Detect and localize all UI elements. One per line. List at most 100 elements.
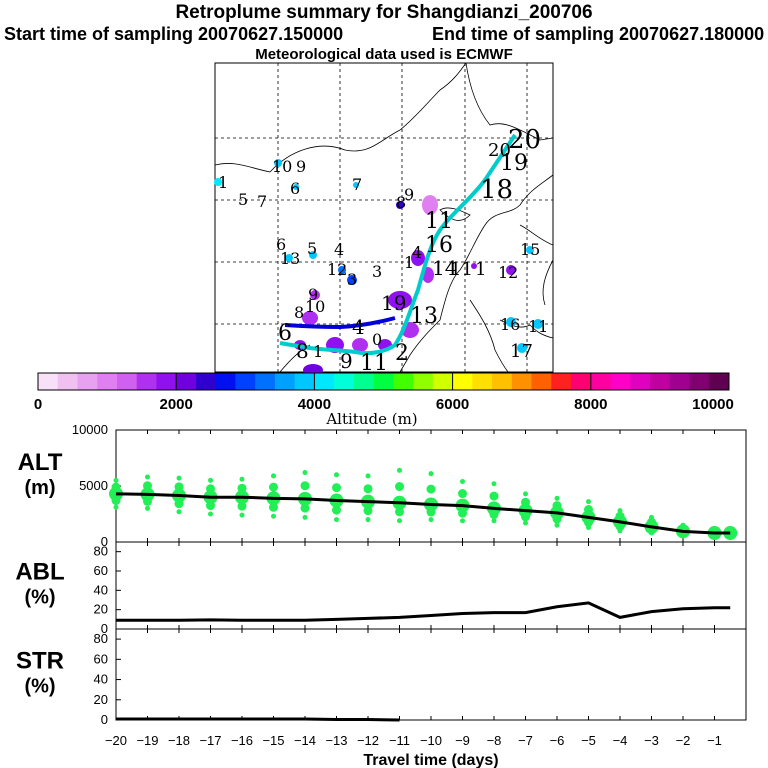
- plume-point: [113, 477, 119, 483]
- altitude-colorbar: 0 2000 4000 6000 8000 10000 Altitude (m): [34, 372, 734, 428]
- colorbar-swatch: [255, 373, 276, 390]
- map-day-label: 3: [372, 262, 382, 281]
- colorbar-swatch: [334, 373, 355, 390]
- map-day-label: 2: [395, 341, 409, 366]
- map-day-label: 12: [498, 263, 518, 282]
- colorbar-swatch: [492, 373, 513, 390]
- plume-point: [491, 518, 497, 524]
- colorbar-tick-label: 10000: [692, 396, 734, 413]
- plume-point: [615, 521, 625, 531]
- plume-point: [363, 484, 373, 494]
- plume-point: [145, 505, 150, 511]
- map-day-label: 9: [404, 185, 414, 204]
- x-tick-label: −8: [487, 733, 502, 748]
- x-tick-label: −6: [550, 733, 565, 748]
- y-tick-label: 0: [101, 712, 108, 727]
- plume-point: [300, 481, 310, 491]
- colorbar-swatch: [77, 373, 98, 390]
- map-day-label: 10: [305, 297, 325, 316]
- map-day-label: 6: [276, 235, 286, 254]
- plume-blob: [214, 178, 222, 186]
- map-day-label: 1: [404, 253, 414, 272]
- plume-point: [239, 512, 245, 518]
- x-tick-label: −13: [325, 733, 347, 748]
- map-day-label: 19: [500, 151, 528, 176]
- plume-point: [363, 506, 373, 516]
- x-tick-label: −2: [676, 733, 691, 748]
- map-day-label: 10: [272, 157, 292, 176]
- plume-point: [617, 508, 623, 514]
- colorbar-swatch: [432, 373, 454, 390]
- colorbar-tick-label: 2000: [160, 396, 193, 413]
- plume-point: [554, 522, 560, 528]
- colorbar-swatch: [353, 373, 375, 390]
- x-tick-label: −20: [105, 733, 127, 748]
- map-day-label: 8: [296, 339, 309, 363]
- plume-point: [206, 501, 215, 511]
- colorbar-swatch: [235, 373, 256, 390]
- plume-point: [523, 520, 528, 526]
- plume-blob: [302, 311, 318, 325]
- x-tick-label: −5: [581, 733, 596, 748]
- plume-point: [365, 473, 371, 479]
- y-tick-label: 10000: [72, 422, 108, 437]
- colorbar-swatch: [294, 373, 315, 390]
- plume-point: [460, 479, 465, 485]
- plume-blob: [347, 275, 357, 285]
- plume-point: [523, 491, 528, 497]
- colorbar-swatch: [274, 373, 296, 390]
- map-day-label: 11: [360, 351, 388, 376]
- map-day-label: 4: [334, 240, 344, 259]
- map-day-label: 3: [347, 270, 357, 289]
- map-panel: 1 5 7 10 9 6 7 8 9 6 13 5 4 12 3 3 18 20…: [214, 62, 554, 376]
- map-day-label: 9: [308, 285, 318, 304]
- plume-point: [237, 501, 247, 511]
- y-label-unit: (%): [24, 587, 55, 609]
- plume-point: [428, 517, 434, 523]
- plume-point: [143, 496, 152, 506]
- plume-point: [176, 475, 182, 481]
- x-axis: −20 −19 −18 −17 −16 −15 −14 −13 −12 −11 −10 −9 −8 −7 −…: [105, 733, 722, 768]
- colorbar-swatch: [393, 373, 414, 390]
- colorbar-swatch: [689, 373, 710, 390]
- map-day-label: 8: [294, 303, 304, 322]
- colorbar-tick-label: 4000: [298, 396, 331, 413]
- plume-point: [302, 514, 308, 520]
- plume-blob: [411, 250, 425, 266]
- map-day-label: 7: [257, 192, 267, 211]
- plume-blob: [471, 263, 477, 269]
- plume-blob: [285, 254, 293, 262]
- colorbar-swatch: [511, 373, 533, 390]
- colorbar-swatch: [709, 373, 730, 390]
- plume-point: [426, 484, 436, 494]
- y-label-unit: (%): [24, 676, 55, 698]
- plume-point: [458, 489, 467, 499]
- colorbar-tick-label: 8000: [574, 396, 607, 413]
- colorbar-swatch: [551, 373, 572, 390]
- plume-point: [617, 528, 623, 534]
- plume-point: [237, 483, 247, 493]
- colorbar-swatch: [314, 373, 335, 390]
- y-tick-label: 60: [94, 563, 108, 578]
- x-tick-label: −16: [231, 733, 253, 748]
- plume-blob: [274, 159, 282, 167]
- plume-point: [554, 495, 560, 501]
- colorbar-swatch: [57, 373, 78, 390]
- plume-point: [397, 467, 402, 473]
- colorbar-swatch: [452, 373, 473, 390]
- plume-blob: [353, 182, 359, 188]
- plume-point: [271, 473, 276, 479]
- colorbar-tick-label: 0: [34, 396, 42, 413]
- y-tick-label: 20: [94, 692, 108, 707]
- map-day-label: 18: [480, 175, 513, 205]
- panel-frame: [115, 628, 747, 721]
- map-day-label: 13: [410, 304, 438, 329]
- x-tick-label: −4: [613, 733, 628, 748]
- end-time: End time of sampling 20070627.180000: [432, 24, 765, 44]
- plume-point: [334, 517, 339, 523]
- x-tick-label: −17: [199, 733, 221, 748]
- map-day-label: 6: [290, 179, 300, 198]
- colorbar-swatch: [136, 373, 157, 390]
- y-tick-label: 60: [94, 651, 108, 666]
